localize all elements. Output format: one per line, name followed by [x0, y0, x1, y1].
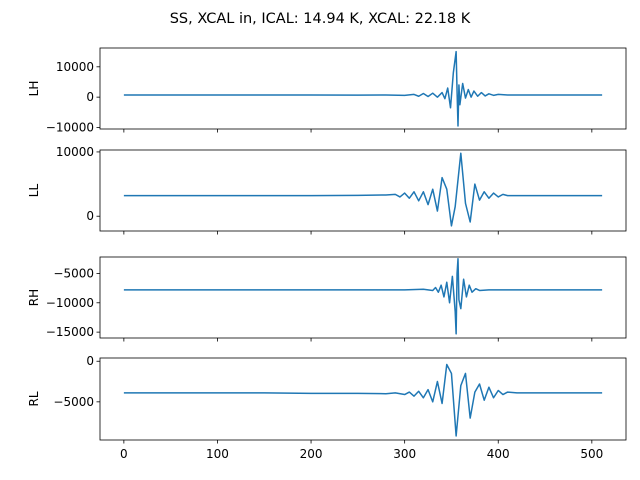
series-line-lh [123, 50, 603, 127]
series-line-rh [123, 258, 603, 335]
y-tick-label: −10000 [46, 120, 94, 134]
series-line-rl [123, 363, 603, 437]
y-tick-label: 0 [86, 354, 94, 368]
x-tick-label: 200 [300, 447, 323, 461]
figure-title: SS, XCAL in, ICAL: 14.94 K, XCAL: 22.18 … [170, 11, 471, 27]
y-tick-label: 0 [86, 90, 94, 104]
y-tick-label: −10000 [46, 296, 94, 310]
axes-frame [99, 357, 627, 441]
y-axis-label: LL [27, 184, 41, 198]
x-tick-label: 0 [120, 447, 128, 461]
subplot-lh: −10000 0 10000 LH [27, 47, 627, 134]
x-tick-label: 100 [206, 447, 229, 461]
x-tick-label: 400 [487, 447, 510, 461]
y-axis-label: LH [27, 81, 41, 97]
subplot-ll: 0 10000 LL [27, 145, 627, 235]
y-tick-label: 10000 [56, 60, 94, 74]
series-line-ll [123, 152, 603, 227]
y-tick-label: −5000 [53, 266, 94, 280]
subplots: −10000010000LH010000LL−15000−10000−5000R… [27, 47, 627, 461]
y-axis-label: RH [27, 289, 41, 306]
y-axis-label: RL [27, 391, 41, 406]
x-tick-label: 500 [580, 447, 603, 461]
axes-frame [99, 256, 627, 339]
axes-frame [99, 149, 627, 232]
y-tick-label: −5000 [53, 395, 94, 409]
y-tick-label: 10000 [56, 145, 94, 159]
subplot-rh: −15000 −10000 −5000 RH [27, 256, 627, 342]
x-tick-label: 300 [393, 447, 416, 461]
y-tick-label: 0 [86, 209, 94, 223]
subplot-rl: −5000 0 RL 0 100 200 300 400 500 [27, 354, 627, 461]
axes-frame [99, 47, 627, 130]
y-tick-label: −15000 [46, 325, 94, 339]
